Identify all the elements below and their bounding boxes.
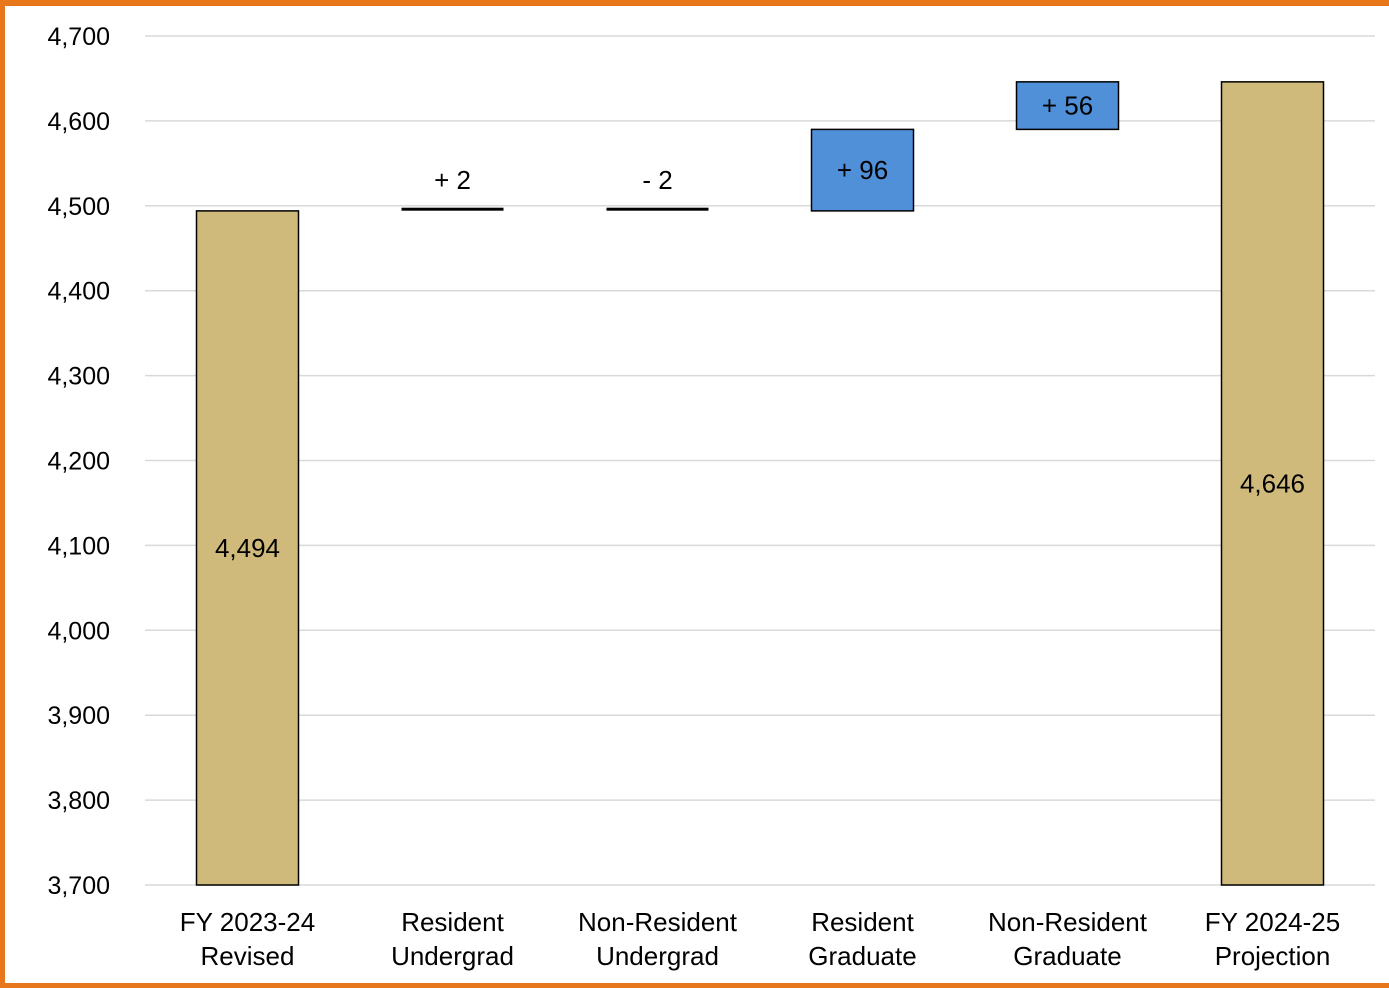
data-label: + 56 [1042,91,1093,121]
y-tick-label: 4,700 [47,23,110,51]
x-category-label: FY 2023-24 Revised [180,907,315,971]
data-label: + 2 [434,165,471,195]
data-label: 4,646 [1240,468,1305,498]
x-category-label: FY 2024-25 Projection [1205,907,1340,971]
y-tick-label: 4,300 [47,363,110,391]
bar-delta [401,207,504,211]
bar-total [195,210,300,886]
x-category-label: Resident Graduate [808,907,916,971]
y-tick-label: 4,200 [47,448,110,476]
bar-delta [810,128,915,212]
y-tick-label: 3,900 [47,702,110,730]
y-tick-label: 4,100 [47,532,110,560]
data-label: + 96 [837,155,888,185]
x-category-label: Resident Undergrad [391,907,514,971]
bar-delta [606,207,709,211]
bar-delta [1015,81,1120,131]
y-tick-label: 4,500 [47,193,110,221]
y-tick-label: 4,000 [47,617,110,645]
data-label: 4,494 [215,533,280,563]
y-tick-label: 4,400 [47,278,110,306]
y-tick-label: 3,700 [47,872,110,900]
y-tick-label: 3,800 [47,787,110,815]
y-tick-label: 4,600 [47,108,110,136]
bar-total [1220,81,1325,886]
data-label: - 2 [642,165,672,195]
x-category-label: Non-Resident Graduate [988,907,1148,971]
x-category-label: Non-Resident Undergrad [578,907,738,971]
